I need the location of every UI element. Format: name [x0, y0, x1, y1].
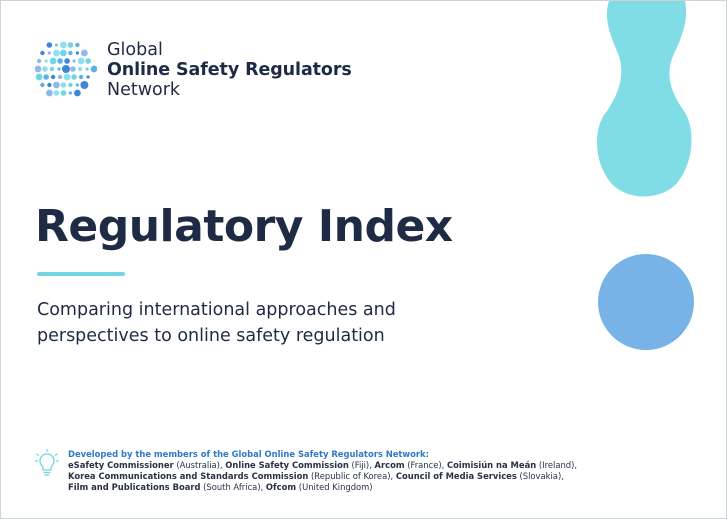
decorative-blue-circle	[598, 254, 694, 350]
logo-dot	[47, 51, 51, 55]
logo-dot	[75, 83, 79, 87]
member-country: (Republic of Korea),	[308, 471, 396, 481]
member-name: Coimisiún na Meán	[446, 460, 537, 470]
logo-dot	[35, 73, 43, 81]
member-country: (Slovakia),	[516, 471, 564, 481]
logo-dot	[57, 58, 63, 64]
logo-dot	[81, 49, 88, 57]
logo-dot	[75, 51, 79, 55]
logo-wordmark: Global Online Safety Regulators Network	[107, 40, 352, 100]
logo-dot	[68, 82, 73, 88]
logo-dot	[71, 74, 77, 80]
logo-dot	[68, 91, 72, 95]
logo-dot	[60, 90, 67, 96]
member-name: Arcom	[374, 460, 405, 470]
credits-block: Developed by the members of the Global O…	[68, 449, 668, 493]
logo-line-global: Global	[107, 40, 163, 60]
logo-dot	[67, 42, 74, 48]
logo-dot	[80, 81, 89, 89]
logo-dot	[60, 41, 67, 49]
member-name: eSafety Commissioner	[68, 460, 174, 470]
logo-line-online-safety-regulators: Online Safety Regulators	[107, 60, 352, 80]
member-name: Council of Media Services	[395, 471, 517, 481]
member-country: (Australia),	[173, 460, 226, 470]
logo-line-network: Network	[107, 80, 181, 100]
page-subtitle: Comparing international approaches and p…	[37, 300, 396, 346]
logo-dot	[57, 67, 61, 71]
member-name: Ofcom	[265, 482, 297, 492]
logo-dot	[40, 82, 45, 88]
logo-dot	[60, 82, 67, 88]
logo-dot	[40, 50, 45, 56]
logo-dot	[86, 75, 90, 79]
credits-members: eSafety Commissioner (Australia), Online…	[68, 460, 668, 493]
logo-dot	[77, 66, 83, 72]
logo-dot	[68, 50, 73, 56]
logo-dot	[85, 58, 91, 64]
member-country: (France),	[404, 460, 447, 470]
logo-dot	[77, 57, 85, 65]
logo-dot	[70, 66, 76, 72]
credits-heading: Developed by the members of the Global O…	[68, 449, 429, 459]
member-country: (South Africa),	[200, 482, 266, 492]
decorative-teal-blob	[596, 1, 692, 197]
logo-dot	[78, 74, 84, 80]
logo-dot	[57, 74, 63, 80]
logo-dot	[53, 81, 60, 89]
logo-dot	[42, 66, 48, 72]
member-name: Film and Publications Board	[68, 482, 201, 492]
logo-dot	[47, 82, 52, 88]
logo-dot	[50, 74, 56, 80]
logo-dot	[43, 74, 49, 80]
member-name: Korea Communications and Standards Commi…	[68, 471, 309, 481]
logo-dot	[74, 89, 81, 97]
logo-dot	[44, 59, 48, 63]
logo-dot	[75, 42, 80, 48]
member-country: (United Kingdom)	[296, 482, 373, 492]
logo-dot	[35, 65, 42, 73]
globe-dots-icon	[35, 41, 97, 97]
member-country: (Ireland),	[536, 460, 578, 470]
logo-dot	[36, 58, 42, 64]
logo-dot	[53, 90, 60, 96]
logo-dot	[63, 73, 71, 81]
logo-dot	[85, 67, 89, 71]
logo-dot	[62, 65, 70, 73]
logo-dot	[46, 42, 53, 48]
logo-dot	[49, 66, 55, 72]
logo-dot	[64, 58, 70, 64]
logo-dot	[49, 57, 57, 65]
member-country: (Fiji),	[348, 460, 375, 470]
logo-dot	[90, 65, 97, 73]
logo-dot	[60, 49, 67, 57]
logo-dot	[72, 59, 76, 63]
logo-dot	[46, 89, 53, 97]
logo-dot	[53, 49, 60, 57]
lightbulb-icon	[35, 449, 59, 476]
member-name: Online Safety Commission	[225, 460, 349, 470]
page-title: Regulatory Index	[35, 201, 453, 252]
logo-dot	[54, 43, 58, 47]
title-underline	[37, 272, 125, 276]
